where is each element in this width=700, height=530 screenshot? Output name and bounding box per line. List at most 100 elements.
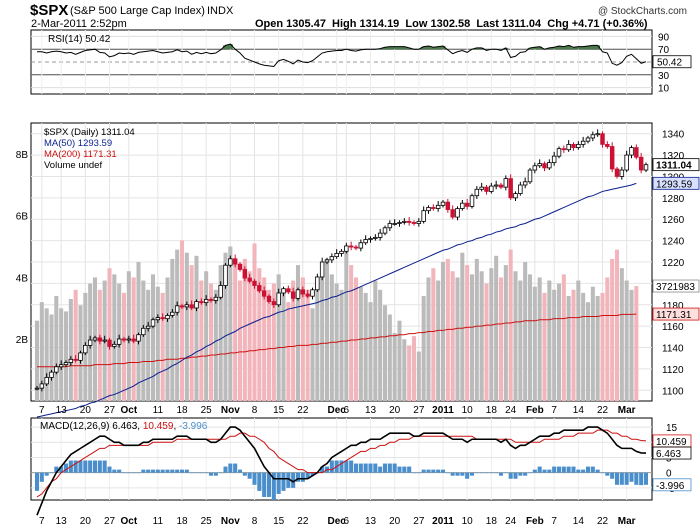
- candle-body: [92, 337, 98, 341]
- x-tick-label: 8: [252, 405, 258, 416]
- volume-bar: [315, 283, 320, 401]
- candle-body: [406, 220, 412, 223]
- price-tick-label: 1120: [662, 365, 684, 376]
- x-tick-label: 11: [153, 405, 164, 416]
- macd-hist-bar: [107, 466, 112, 473]
- volume-bar: [368, 302, 373, 401]
- macd-hist-bar: [329, 460, 334, 473]
- macd-hist-bar: [339, 460, 344, 473]
- candle-body: [334, 253, 339, 258]
- ma50-line: [36, 182, 637, 418]
- volume-tick-label: 8B: [16, 150, 29, 161]
- macd-hist-bar: [547, 469, 552, 473]
- volume-bar: [34, 320, 40, 401]
- volume-bar: [382, 305, 388, 401]
- volume-bar: [189, 265, 194, 401]
- x-tick-label: 27: [413, 516, 425, 527]
- x-tick-label: 27: [413, 405, 425, 416]
- price-tick-label: 1160: [662, 322, 684, 333]
- macd-hist-bar: [252, 472, 257, 485]
- x-tick-label: 25: [201, 405, 213, 416]
- macd-hist-bar: [368, 463, 373, 473]
- macd-hist-bar: [320, 466, 325, 473]
- macd-hist-bar: [634, 472, 639, 485]
- macd-hist-bar: [407, 466, 412, 473]
- volume-bar: [165, 277, 170, 401]
- volume-bar: [262, 277, 267, 401]
- macd-hist-bar: [165, 469, 170, 473]
- x-tick-label: 27: [104, 516, 116, 527]
- rsi-tick-label: 30: [658, 71, 670, 82]
- macd-hist-bar: [228, 463, 233, 473]
- candle-body: [416, 220, 422, 224]
- x-tick-label: 13: [365, 516, 377, 527]
- macd-hist-bar: [561, 466, 566, 473]
- macd-hist-bar: [131, 472, 136, 474]
- macd-hist-bar: [344, 460, 349, 473]
- candle-body: [484, 186, 489, 192]
- candle-body: [170, 311, 175, 316]
- x-tick-label: 20: [389, 405, 401, 416]
- macd-hist-bar: [237, 469, 243, 473]
- macd-hist-bar: [426, 469, 431, 473]
- candle-body: [290, 291, 296, 299]
- volume-bar: [523, 262, 528, 401]
- candle-body: [489, 185, 494, 192]
- candle-body: [609, 146, 615, 170]
- macd-hist-bar: [566, 466, 571, 473]
- volume-bar: [112, 274, 117, 401]
- macd-hist-bar: [266, 472, 272, 497]
- volume-bar: [218, 265, 223, 401]
- candle-body: [276, 292, 281, 306]
- macd-hist-bar: [382, 463, 388, 473]
- volume-bar: [257, 268, 262, 401]
- candle-body: [629, 147, 634, 156]
- macd-hist-bar: [387, 463, 392, 473]
- macd-hist-bar: [102, 460, 107, 473]
- x-tick-label: 18: [176, 405, 188, 416]
- volume-bar: [150, 274, 156, 401]
- x-tick-label: 7: [39, 405, 45, 416]
- macd-hist-bar: [469, 472, 475, 476]
- ma200-line: [37, 313, 637, 368]
- macd-hist-bar: [233, 463, 238, 473]
- candle-body: [576, 143, 581, 148]
- macd-hist-bar: [257, 472, 262, 491]
- candle-body: [643, 164, 649, 171]
- macd-hist-bar: [97, 460, 102, 473]
- rsi-label: RSI(14) 50.42: [48, 34, 111, 45]
- x-tick-label: 7: [551, 516, 557, 527]
- ma200-tag: 1171.31: [656, 310, 692, 321]
- candle-body: [315, 276, 320, 291]
- volume-bar: [421, 295, 426, 401]
- macd-hist-bar: [610, 472, 615, 479]
- watermark: @ StockCharts.com: [598, 6, 687, 17]
- macd-hist-bar: [44, 472, 49, 476]
- volume-bar: [54, 295, 59, 401]
- volume-bar: [276, 274, 281, 401]
- macd-hist-bar: [204, 472, 209, 474]
- macd-hist-bar: [494, 472, 499, 474]
- macd-hist-bar: [160, 469, 165, 473]
- volume-bar: [411, 336, 417, 401]
- candle-body: [329, 256, 335, 261]
- macd-hist-bar: [576, 469, 581, 473]
- candle-body: [184, 304, 190, 308]
- x-tick-label: 20: [389, 516, 401, 527]
- macd-value-tag-box: [652, 446, 692, 460]
- macd-line: [36, 426, 647, 516]
- macd-hist-bar: [508, 472, 513, 479]
- candle-body: [213, 296, 219, 301]
- volume-bar: [440, 262, 446, 401]
- candle-body: [556, 148, 562, 157]
- x-tick-label: 15: [273, 405, 285, 416]
- macd-hist-bar: [460, 472, 465, 476]
- candle-body: [460, 202, 465, 209]
- candle-body: [286, 288, 291, 293]
- x-tick-label: 14: [573, 516, 585, 527]
- volume-bar: [571, 289, 576, 401]
- candle-body: [34, 387, 40, 390]
- volume-bar: [281, 292, 286, 401]
- macd-hist-bar: [552, 466, 557, 473]
- macd-hist-bar: [305, 472, 310, 479]
